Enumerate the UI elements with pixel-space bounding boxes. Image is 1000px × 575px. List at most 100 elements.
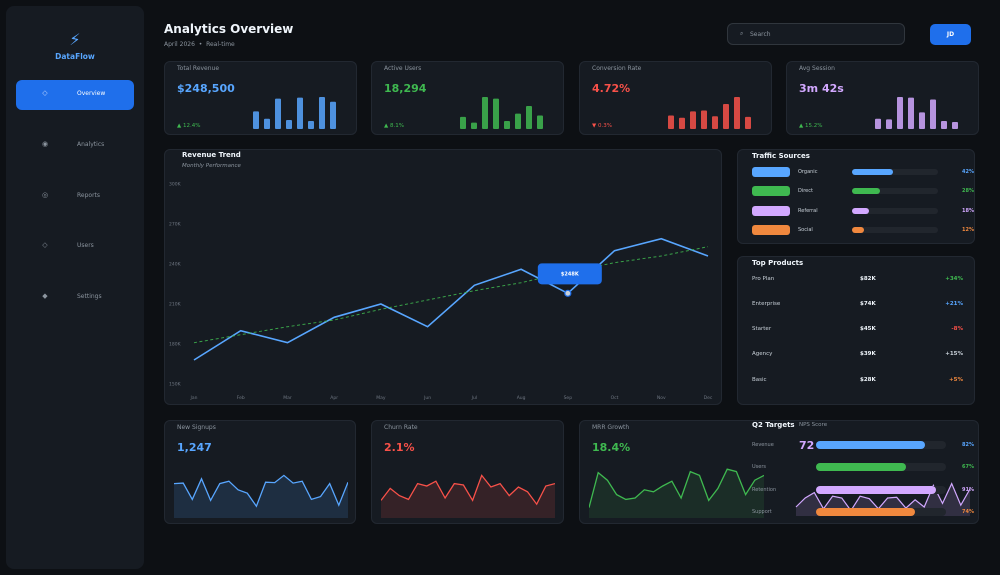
kpi-bar: [537, 115, 543, 129]
panel-title: Q2 Targets: [752, 421, 795, 429]
search-icon: ⌕: [740, 30, 744, 37]
progress-track: [816, 486, 946, 494]
kpi-bar: [286, 120, 292, 129]
nav-item-reports[interactable]: ◎ Reports: [16, 182, 134, 212]
target-row: Support 74%: [752, 508, 974, 518]
kpi-bar: [319, 97, 325, 129]
traffic-row: Direct 28%: [752, 186, 974, 198]
page-subtitle: April 2026 • Real-time: [164, 41, 235, 48]
kpi-bar: [723, 104, 729, 129]
product-change: +21%: [945, 301, 963, 307]
traffic-row: Social 12%: [752, 225, 974, 237]
product-change: +5%: [949, 377, 963, 383]
nav-label: Users: [77, 242, 94, 249]
revenue-line-chart: 150K 180K 210K 240K 270K 300K Jan Feb Mar Apr May J…: [169, 182, 713, 402]
kpi-bar: [275, 98, 281, 129]
analytics-icon: ◉: [41, 140, 49, 148]
tooltip: [537, 263, 602, 285]
sparkline-line: [381, 474, 555, 506]
product-row[interactable]: Enterprise $74K +21%: [752, 301, 963, 311]
product-name: Agency: [752, 351, 773, 357]
x-tick-label: May: [376, 395, 386, 401]
product-name: Starter: [752, 326, 772, 332]
progress-fill: [852, 208, 870, 214]
sparkline-line: [589, 468, 764, 508]
y-tick-label: 210K: [169, 302, 182, 308]
product-row[interactable]: Starter $45K -8%: [752, 326, 963, 336]
q2-targets-panel: Q2 Targets NPS Score 72 Revenue 82% User…: [752, 420, 974, 524]
kpi-value: $248,500: [177, 82, 235, 95]
users-icon: ◇: [42, 241, 48, 249]
product-revenue: $45K: [860, 326, 876, 332]
x-tick-label: Mar: [283, 395, 292, 401]
progress-fill: [816, 441, 926, 449]
mrr-growth-card: MRR Growth 18.4%: [579, 420, 979, 524]
y-tick-label: 300K: [169, 182, 182, 188]
source-pct: 12%: [962, 227, 974, 233]
nav-item-users[interactable]: ◇ Users: [16, 232, 134, 262]
panel-title: Revenue Trend: [182, 151, 241, 159]
target-row: Retention 91%: [752, 486, 974, 496]
kpi-value: 4.72%: [592, 82, 631, 95]
target-pct: 91%: [962, 487, 974, 493]
nav-item-settings[interactable]: ◆ Settings: [16, 283, 134, 313]
search-box[interactable]: ⌕: [727, 23, 905, 45]
sparkline-line: [174, 474, 348, 508]
sparkline-area: [381, 475, 555, 518]
kpi-bar: [886, 119, 892, 129]
metric-value: 2.1%: [384, 441, 415, 454]
x-tick-label: Dec: [704, 395, 713, 401]
kpi-bar-chart: [253, 97, 336, 129]
kpi-bar: [679, 117, 685, 129]
x-tick-label: Oct: [611, 395, 619, 401]
nav-item-analytics[interactable]: ◉ Analytics: [16, 131, 134, 161]
color-chip: [752, 225, 790, 235]
sparkline-chart: [174, 474, 348, 518]
panel-title: Top Products: [752, 259, 804, 267]
y-tick-label: 240K: [169, 262, 182, 268]
product-change: +15%: [945, 351, 963, 357]
kpi-bar: [471, 122, 477, 129]
kpi-bar: [504, 121, 510, 129]
y-tick-label: 180K: [169, 342, 182, 348]
kpi-bar: [952, 121, 958, 129]
kpi-card-total-revenue: Total Revenue $248,500 ▲ 12.4%: [164, 61, 357, 135]
product-row[interactable]: Basic $28K +5%: [752, 377, 963, 387]
search-input[interactable]: [750, 27, 890, 41]
progress-track: [816, 508, 946, 516]
trend-line: [193, 246, 709, 344]
kpi-label: Active Users: [384, 65, 422, 72]
revenue-line: [193, 237, 709, 361]
x-tick-label: Jun: [423, 395, 431, 401]
progress-track: [852, 169, 938, 175]
product-revenue: $39K: [860, 351, 876, 357]
progress-track: [816, 463, 946, 471]
kpi-bar: [908, 97, 914, 129]
progress-track: [816, 441, 946, 449]
nav-item-overview[interactable]: ◇ Overview: [16, 80, 134, 110]
nps-value: 72: [799, 439, 815, 452]
metric-label: MRR Growth: [592, 424, 630, 431]
kpi-bar: [297, 97, 303, 129]
product-row[interactable]: Agency $39K +15%: [752, 351, 963, 361]
product-revenue: $82K: [860, 276, 876, 282]
metric-label: New Signups: [177, 424, 216, 431]
kpi-bar: [482, 97, 488, 129]
product-change: -8%: [951, 326, 963, 332]
highlight-point[interactable]: [564, 289, 572, 297]
avatar[interactable]: JD: [930, 24, 971, 45]
x-tick-label: Aug: [517, 395, 526, 401]
progress-track: [852, 227, 938, 233]
kpi-bar: [330, 101, 336, 129]
progress-track: [852, 188, 938, 194]
x-tick-label: Sep: [564, 395, 573, 401]
target-pct: 67%: [962, 464, 974, 470]
x-tick-label: Feb: [237, 395, 245, 401]
app-name: DataFlow: [55, 52, 95, 61]
product-row[interactable]: Pro Plan $82K +34%: [752, 276, 963, 286]
nps-area: [796, 483, 970, 516]
metric-label: Churn Rate: [384, 424, 418, 431]
product-revenue: $74K: [860, 301, 876, 307]
kpi-card-avg-session: Avg Session 3m 42s ▲ 15.2%: [786, 61, 979, 135]
metric-value: 18.4%: [592, 441, 631, 454]
